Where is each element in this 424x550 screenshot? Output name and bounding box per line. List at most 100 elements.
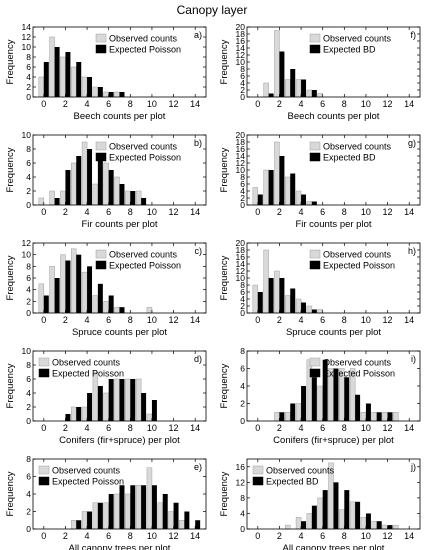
y-tick-label: 12: [236, 50, 246, 60]
observed-bar: [274, 270, 280, 314]
observed-bar: [135, 485, 142, 530]
y-tick-label: 2: [240, 85, 245, 95]
observed-bar: [146, 306, 153, 314]
x-tick-label: 0: [255, 99, 260, 109]
observed-bar: [114, 378, 120, 422]
observed-bar: [114, 91, 120, 98]
expected-bar: [311, 201, 317, 205]
x-tick-label: 8: [342, 315, 347, 325]
expected-bar: [87, 511, 93, 529]
expected-bar: [301, 302, 307, 313]
y-tick-label: 20: [236, 130, 246, 140]
legend-swatch-expected: [309, 368, 321, 378]
x-tick-label: 0: [41, 315, 46, 325]
panel-label: d): [194, 354, 202, 364]
expected-bar: [141, 198, 147, 205]
panel-label: e): [194, 462, 202, 472]
observed-bar: [38, 283, 45, 314]
expected-bar: [54, 47, 60, 97]
plot-frame: [32, 134, 207, 206]
x-tick-label: 12: [169, 207, 179, 217]
legend-swatch-expected: [38, 368, 50, 378]
y-tick-label: 14: [236, 259, 246, 269]
x-tick-label: 10: [361, 315, 371, 325]
x-tick-label: 2: [277, 99, 282, 109]
x-tick-label: 6: [320, 531, 325, 541]
x-tick-label: 0: [255, 315, 260, 325]
panel-label: i): [411, 354, 416, 364]
y-tick-label: 2: [26, 82, 31, 92]
legend-swatch-observed: [309, 141, 321, 151]
legend-swatch-expected: [95, 152, 107, 162]
legend-swatch-expected: [38, 476, 50, 486]
y-tick-label: 2: [240, 193, 245, 203]
legend-swatch-observed: [95, 249, 107, 259]
observed-bar: [81, 141, 88, 206]
legend-swatch-expected: [309, 260, 321, 270]
x-tick-label: 0: [41, 423, 46, 433]
x-tick-label: 14: [404, 207, 414, 217]
legend-swatch-expected: [95, 260, 107, 270]
y-tick-label: 6: [240, 179, 245, 189]
expected-bar: [87, 149, 93, 205]
x-axis-label: Conifers (fir+spruce) per plot: [59, 435, 180, 446]
observed-bar: [274, 30, 280, 98]
x-tick-label: 14: [190, 99, 200, 109]
expected-bar: [130, 191, 136, 205]
observed-bar: [114, 493, 120, 530]
y-tick-label: 16: [236, 462, 246, 472]
observed-bar: [252, 284, 259, 314]
expected-bar: [162, 494, 168, 529]
expected-bar: [141, 485, 147, 529]
expected-bar: [108, 170, 114, 205]
x-tick-label: 0: [255, 531, 260, 541]
expected-bar: [119, 485, 125, 529]
observed-bar: [60, 254, 66, 314]
expected-bar: [365, 513, 371, 529]
y-axis-label: Frequency: [5, 255, 16, 300]
x-tick-label: 4: [299, 315, 304, 325]
x-tick-label: 2: [63, 99, 68, 109]
expected-bar: [279, 51, 285, 97]
observed-bar: [49, 190, 55, 206]
y-tick-label: 8: [240, 493, 245, 503]
y-tick-label: 2: [26, 507, 31, 517]
y-tick-label: 6: [26, 273, 31, 283]
legend-label-observed: Observed counts: [109, 34, 178, 44]
x-tick-label: 0: [255, 423, 260, 433]
observed-bar: [295, 298, 302, 314]
x-tick-label: 6: [320, 315, 325, 325]
expected-bar: [54, 278, 60, 313]
y-tick-label: 12: [236, 266, 246, 276]
y-axis-label: Frequency: [5, 363, 16, 408]
observed-bar: [285, 295, 291, 314]
observed-bar: [135, 378, 142, 422]
observed-bar: [252, 187, 259, 206]
panel-label: b): [194, 138, 202, 148]
y-tick-label: 10: [22, 250, 32, 260]
y-tick-label: 14: [236, 151, 246, 161]
observed-bar: [306, 513, 313, 530]
observed-bar: [38, 76, 45, 98]
y-tick-label: 0: [26, 416, 31, 426]
y-tick-label: 10: [22, 42, 32, 52]
x-axis-label: All canopy trees per plot: [69, 543, 171, 550]
expected-bar: [119, 184, 125, 205]
observed-bar: [49, 266, 55, 314]
expected-bar: [268, 278, 274, 313]
panel-label: c): [195, 246, 203, 256]
expected-bar: [355, 394, 361, 421]
y-tick-label: 16: [236, 36, 246, 46]
observed-bar: [103, 301, 109, 314]
y-tick-label: 20: [236, 22, 246, 32]
x-tick-label: 14: [404, 531, 414, 541]
observed-bar: [306, 201, 313, 206]
x-axis-label: Beech counts per plot: [288, 111, 380, 122]
legend-label-expected: Expected Poisson: [109, 153, 181, 163]
chart-panel-3: 0 2 4 6 8 10 12 14 0 2 4 6 8 10 Fir counts per plot Fre…: [5, 130, 207, 230]
x-tick-label: 0: [41, 207, 46, 217]
x-tick-label: 14: [404, 315, 414, 325]
expected-bar: [119, 379, 125, 421]
